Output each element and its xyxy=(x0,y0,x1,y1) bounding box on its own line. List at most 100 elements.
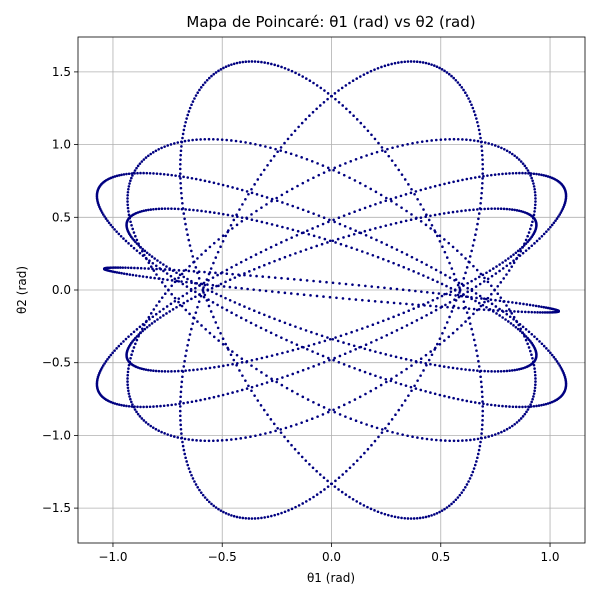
data-point xyxy=(479,137,482,140)
data-point xyxy=(187,139,190,142)
data-point xyxy=(466,287,469,290)
data-point xyxy=(472,208,475,211)
data-point xyxy=(202,494,205,497)
data-point xyxy=(470,474,473,477)
data-point xyxy=(420,216,423,219)
data-point xyxy=(530,353,533,356)
data-point xyxy=(385,334,388,337)
data-point xyxy=(180,280,183,283)
data-point xyxy=(390,354,393,357)
data-point xyxy=(302,208,305,211)
data-point xyxy=(261,195,264,198)
data-point xyxy=(319,104,322,107)
data-point xyxy=(241,361,244,364)
data-point xyxy=(294,72,297,75)
data-point xyxy=(127,188,130,191)
data-point xyxy=(248,517,251,520)
data-point xyxy=(481,158,484,161)
data-point xyxy=(194,282,197,285)
data-point xyxy=(188,369,191,372)
data-point xyxy=(480,305,483,308)
data-point xyxy=(194,287,197,290)
data-point xyxy=(419,374,422,377)
data-point xyxy=(258,311,261,314)
data-point xyxy=(453,279,456,282)
data-point xyxy=(145,368,148,371)
data-point xyxy=(162,308,165,311)
data-point xyxy=(505,313,508,316)
data-point xyxy=(181,441,184,444)
data-point xyxy=(332,409,335,412)
data-point xyxy=(522,415,525,418)
data-point xyxy=(182,212,185,215)
data-point xyxy=(316,162,319,165)
data-point xyxy=(454,294,457,297)
data-point xyxy=(367,448,370,451)
data-point xyxy=(394,515,397,518)
data-point xyxy=(271,223,274,226)
data-point xyxy=(384,353,387,356)
data-point xyxy=(251,517,254,520)
data-point xyxy=(396,145,399,148)
data-point xyxy=(111,226,114,229)
data-point xyxy=(486,403,489,406)
data-point xyxy=(370,341,373,344)
data-point xyxy=(467,480,470,483)
data-point xyxy=(180,386,183,389)
data-point xyxy=(475,285,478,288)
data-point xyxy=(554,219,557,222)
data-point xyxy=(509,315,512,318)
data-point xyxy=(448,396,451,399)
data-point xyxy=(366,72,369,75)
data-point xyxy=(231,391,234,394)
data-point xyxy=(243,272,246,275)
data-point xyxy=(190,103,193,106)
data-point xyxy=(135,411,138,414)
data-point xyxy=(517,328,520,331)
data-point xyxy=(525,411,528,414)
data-point xyxy=(532,182,535,185)
data-point xyxy=(326,241,329,244)
data-point xyxy=(363,452,366,455)
data-point xyxy=(345,470,348,473)
data-point xyxy=(126,203,129,206)
data-point xyxy=(481,410,484,413)
data-point xyxy=(475,297,478,300)
data-point xyxy=(393,302,396,305)
data-point xyxy=(307,398,310,401)
data-point xyxy=(483,280,486,283)
data-point xyxy=(155,273,158,276)
data-point xyxy=(511,425,514,428)
data-point xyxy=(210,503,213,506)
data-point xyxy=(410,188,413,191)
data-point xyxy=(317,225,320,228)
data-point xyxy=(359,182,362,185)
data-point xyxy=(180,145,183,148)
data-point xyxy=(178,403,181,406)
data-point xyxy=(401,173,404,176)
data-point xyxy=(536,338,539,341)
data-point xyxy=(273,64,276,67)
data-point xyxy=(380,241,383,244)
data-point xyxy=(115,347,118,350)
data-point xyxy=(300,156,303,159)
data-point xyxy=(249,435,252,438)
data-point xyxy=(170,207,173,210)
data-point xyxy=(443,238,446,241)
data-point xyxy=(356,329,359,332)
data-point xyxy=(453,440,456,443)
data-point xyxy=(478,449,481,452)
data-point xyxy=(374,350,377,353)
data-point xyxy=(123,173,126,176)
data-point xyxy=(118,233,121,236)
data-point xyxy=(487,207,490,210)
data-point xyxy=(275,334,278,337)
data-point xyxy=(271,290,274,293)
data-point xyxy=(156,259,159,262)
data-point xyxy=(512,172,515,175)
data-point xyxy=(182,402,185,405)
data-point xyxy=(209,367,212,370)
data-point xyxy=(428,515,431,518)
data-point xyxy=(186,292,189,295)
data-point xyxy=(472,244,475,247)
